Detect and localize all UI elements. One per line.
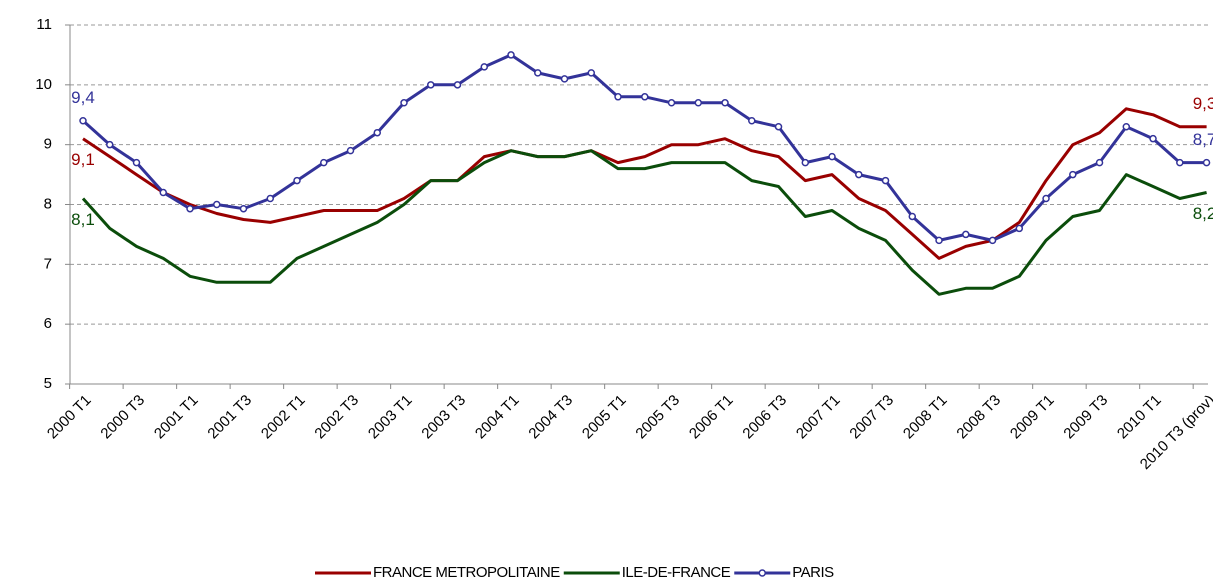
y-tick-label: 11 [36, 16, 52, 33]
marker [132, 158, 141, 167]
x-tick-label: 2009 T1 [1007, 392, 1058, 443]
marker [1122, 122, 1131, 131]
legend-marker [758, 569, 767, 577]
x-tick-label: 2002 T1 [258, 392, 309, 443]
x-tick-label: 2004 T3 [525, 392, 576, 443]
legend-label: FRANCE METROPOLITAINE [373, 564, 560, 581]
x-tick-label: 2006 T1 [686, 392, 737, 443]
marker [266, 194, 275, 203]
marker [828, 152, 836, 161]
marker [962, 230, 970, 239]
x-tick-label: 2010 T1 [1114, 392, 1165, 443]
marker [1149, 134, 1157, 143]
x-tick-label: 2004 T1 [472, 392, 523, 443]
marker [159, 188, 168, 197]
marker [694, 99, 703, 107]
x-tick-label: 2005 T1 [579, 392, 630, 443]
marker [855, 170, 863, 179]
x-tick-label: 2001 T1 [151, 392, 202, 443]
marker [1095, 158, 1104, 167]
marker [400, 99, 408, 107]
marker [881, 176, 890, 185]
marker [1015, 224, 1024, 233]
marker [480, 63, 489, 71]
x-tick-label: 2003 T3 [418, 392, 469, 443]
x-tick-label: 2009 T3 [1060, 392, 1111, 443]
x-tick-label: 2005 T3 [632, 392, 683, 443]
marker [507, 51, 515, 59]
data-label: 9,3 [1193, 94, 1213, 113]
marker [774, 122, 783, 131]
marker [320, 158, 328, 167]
marker [614, 93, 622, 101]
data-label: 9,4 [71, 88, 95, 107]
data-label: 8,2 [1193, 204, 1213, 223]
marker [373, 128, 382, 137]
x-tick-label: 2002 T3 [311, 392, 362, 443]
marker [293, 176, 301, 185]
y-tick-label: 5 [44, 375, 52, 392]
marker [213, 200, 221, 209]
marker [667, 99, 676, 107]
legend-label: PARIS [792, 564, 834, 581]
x-tick-label: 2008 T1 [900, 392, 951, 443]
marker [560, 75, 569, 83]
x-tick-label: 2000 T3 [97, 392, 148, 443]
marker [453, 81, 462, 89]
y-tick-label: 7 [44, 255, 52, 272]
line [81, 53, 1207, 242]
marker [721, 99, 729, 107]
y-tick-label: 9 [44, 136, 52, 153]
x-tick-label: 2001 T3 [204, 392, 255, 443]
line [82, 107, 1207, 260]
marker [1042, 194, 1050, 203]
y-tick-label: 6 [44, 315, 52, 332]
marker [346, 146, 355, 155]
x-tick-label: 2007 T1 [793, 392, 844, 443]
marker [587, 69, 596, 77]
marker [1069, 170, 1077, 179]
marker [988, 236, 997, 245]
x-tick-label: 2000 T1 [44, 392, 95, 443]
y-tick-label: 8 [44, 195, 52, 212]
marker [1202, 158, 1211, 167]
data-label: 9,1 [71, 150, 95, 169]
marker [1176, 158, 1184, 167]
marker [801, 158, 810, 167]
marker [427, 81, 435, 89]
line [81, 149, 1207, 296]
marker [935, 236, 943, 245]
y-tick-label: 10 [35, 76, 52, 93]
x-tick-label: 2008 T3 [953, 392, 1004, 443]
data-label: 8,7 [1193, 130, 1213, 149]
x-tick-label: 2006 T3 [739, 392, 790, 443]
marker [106, 140, 114, 149]
marker [748, 116, 756, 125]
legend-label: ILE-DE-FRANCE [622, 564, 731, 581]
marker [79, 116, 87, 125]
marker [239, 204, 248, 213]
x-tick-label: 2003 T1 [365, 392, 416, 443]
marker [908, 212, 917, 221]
data-label: 8,1 [71, 210, 95, 229]
marker [186, 204, 194, 213]
x-tick-label: 2007 T3 [846, 392, 897, 443]
marker [534, 69, 542, 77]
marker [641, 93, 649, 101]
